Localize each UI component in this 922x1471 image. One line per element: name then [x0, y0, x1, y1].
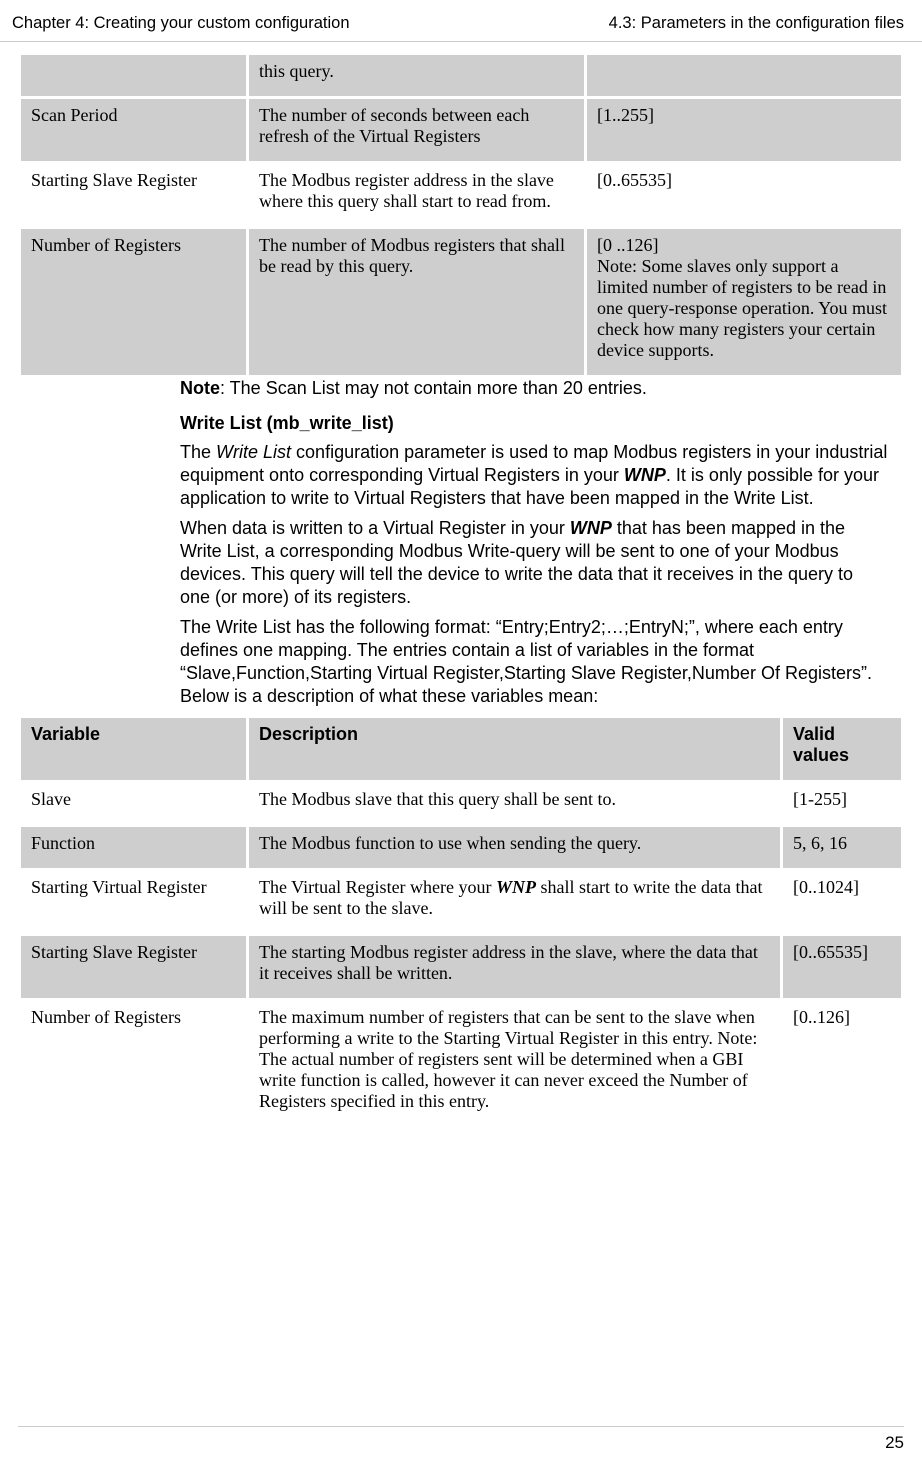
table-row: Number of RegistersThe maximum number of…	[21, 1001, 901, 1126]
p1-pre: The	[180, 442, 216, 462]
table-row: Starting Virtual RegisterThe Virtual Reg…	[21, 871, 901, 933]
p1-bold: WNP	[624, 465, 666, 485]
p2-bold: WNP	[570, 518, 612, 538]
cell-variable: Starting Virtual Register	[21, 871, 246, 933]
cell-description: The Modbus slave that this query shall b…	[249, 783, 780, 824]
cell-valid: [1..255]	[587, 99, 901, 161]
table-row: FunctionThe Modbus function to use when …	[21, 827, 901, 868]
cell-variable: Number of Registers	[21, 229, 246, 375]
cell-valid: [0 ..126] Note: Some slaves only support…	[587, 229, 901, 375]
write-list-table: Variable Description Valid values SlaveT…	[18, 715, 904, 1129]
page-content: this query.Scan PeriodThe number of seco…	[0, 52, 922, 1129]
page-number: 25	[885, 1433, 904, 1452]
cell-variable: Function	[21, 827, 246, 868]
cell-description: The Modbus register address in the slave…	[249, 164, 584, 226]
table-row: Number of RegistersThe number of Modbus …	[21, 229, 901, 375]
header-left: Chapter 4: Creating your custom configur…	[12, 14, 350, 33]
cell-variable: Scan Period	[21, 99, 246, 161]
cell-description: The Virtual Register where your WNP shal…	[249, 871, 780, 933]
cell-description: The maximum number of registers that can…	[249, 1001, 780, 1126]
note-bold: Note	[180, 378, 220, 398]
scan-list-table: this query.Scan PeriodThe number of seco…	[18, 52, 904, 378]
table-row: SlaveThe Modbus slave that this query sh…	[21, 783, 901, 824]
cell-valid	[587, 55, 901, 96]
table-header-valid: Valid values	[783, 718, 901, 780]
p2-pre: When data is written to a Virtual Regist…	[180, 518, 570, 538]
cell-valid: [0..65535]	[587, 164, 901, 226]
cell-valid: [0..1024]	[783, 871, 901, 933]
cell-variable: Slave	[21, 783, 246, 824]
cell-valid: [0..126]	[783, 1001, 901, 1126]
cell-description: this query.	[249, 55, 584, 96]
table-row: Scan PeriodThe number of seconds between…	[21, 99, 901, 161]
note-line: Note: The Scan List may not contain more…	[180, 378, 904, 399]
page-header: Chapter 4: Creating your custom configur…	[0, 0, 922, 42]
page-footer: 25	[18, 1426, 904, 1453]
cell-valid: 5, 6, 16	[783, 827, 901, 868]
table-row: Starting Slave RegisterThe Modbus regist…	[21, 164, 901, 226]
cell-description: The number of seconds between each refre…	[249, 99, 584, 161]
cell-variable: Number of Registers	[21, 1001, 246, 1126]
note-rest: : The Scan List may not contain more tha…	[220, 378, 647, 398]
header-right: 4.3: Parameters in the configuration fil…	[609, 14, 904, 33]
paragraph-2: When data is written to a Virtual Regist…	[180, 517, 888, 609]
p1-italic: Write List	[216, 442, 291, 462]
cell-valid: [0..65535]	[783, 936, 901, 998]
write-list-heading: Write List (mb_write_list)	[180, 413, 904, 434]
table-row: this query.	[21, 55, 901, 96]
cell-description: The starting Modbus register address in …	[249, 936, 780, 998]
cell-variable: Starting Slave Register	[21, 164, 246, 226]
paragraph-3: The Write List has the following format:…	[180, 616, 888, 708]
cell-valid: [1-255]	[783, 783, 901, 824]
table-header-description: Description	[249, 718, 780, 780]
paragraph-1: The Write List configuration parameter i…	[180, 441, 888, 510]
table-row: Starting Slave RegisterThe starting Modb…	[21, 936, 901, 998]
cell-variable	[21, 55, 246, 96]
cell-variable: Starting Slave Register	[21, 936, 246, 998]
cell-description: The number of Modbus registers that shal…	[249, 229, 584, 375]
cell-description: The Modbus function to use when sending …	[249, 827, 780, 868]
table-header-variable: Variable	[21, 718, 246, 780]
